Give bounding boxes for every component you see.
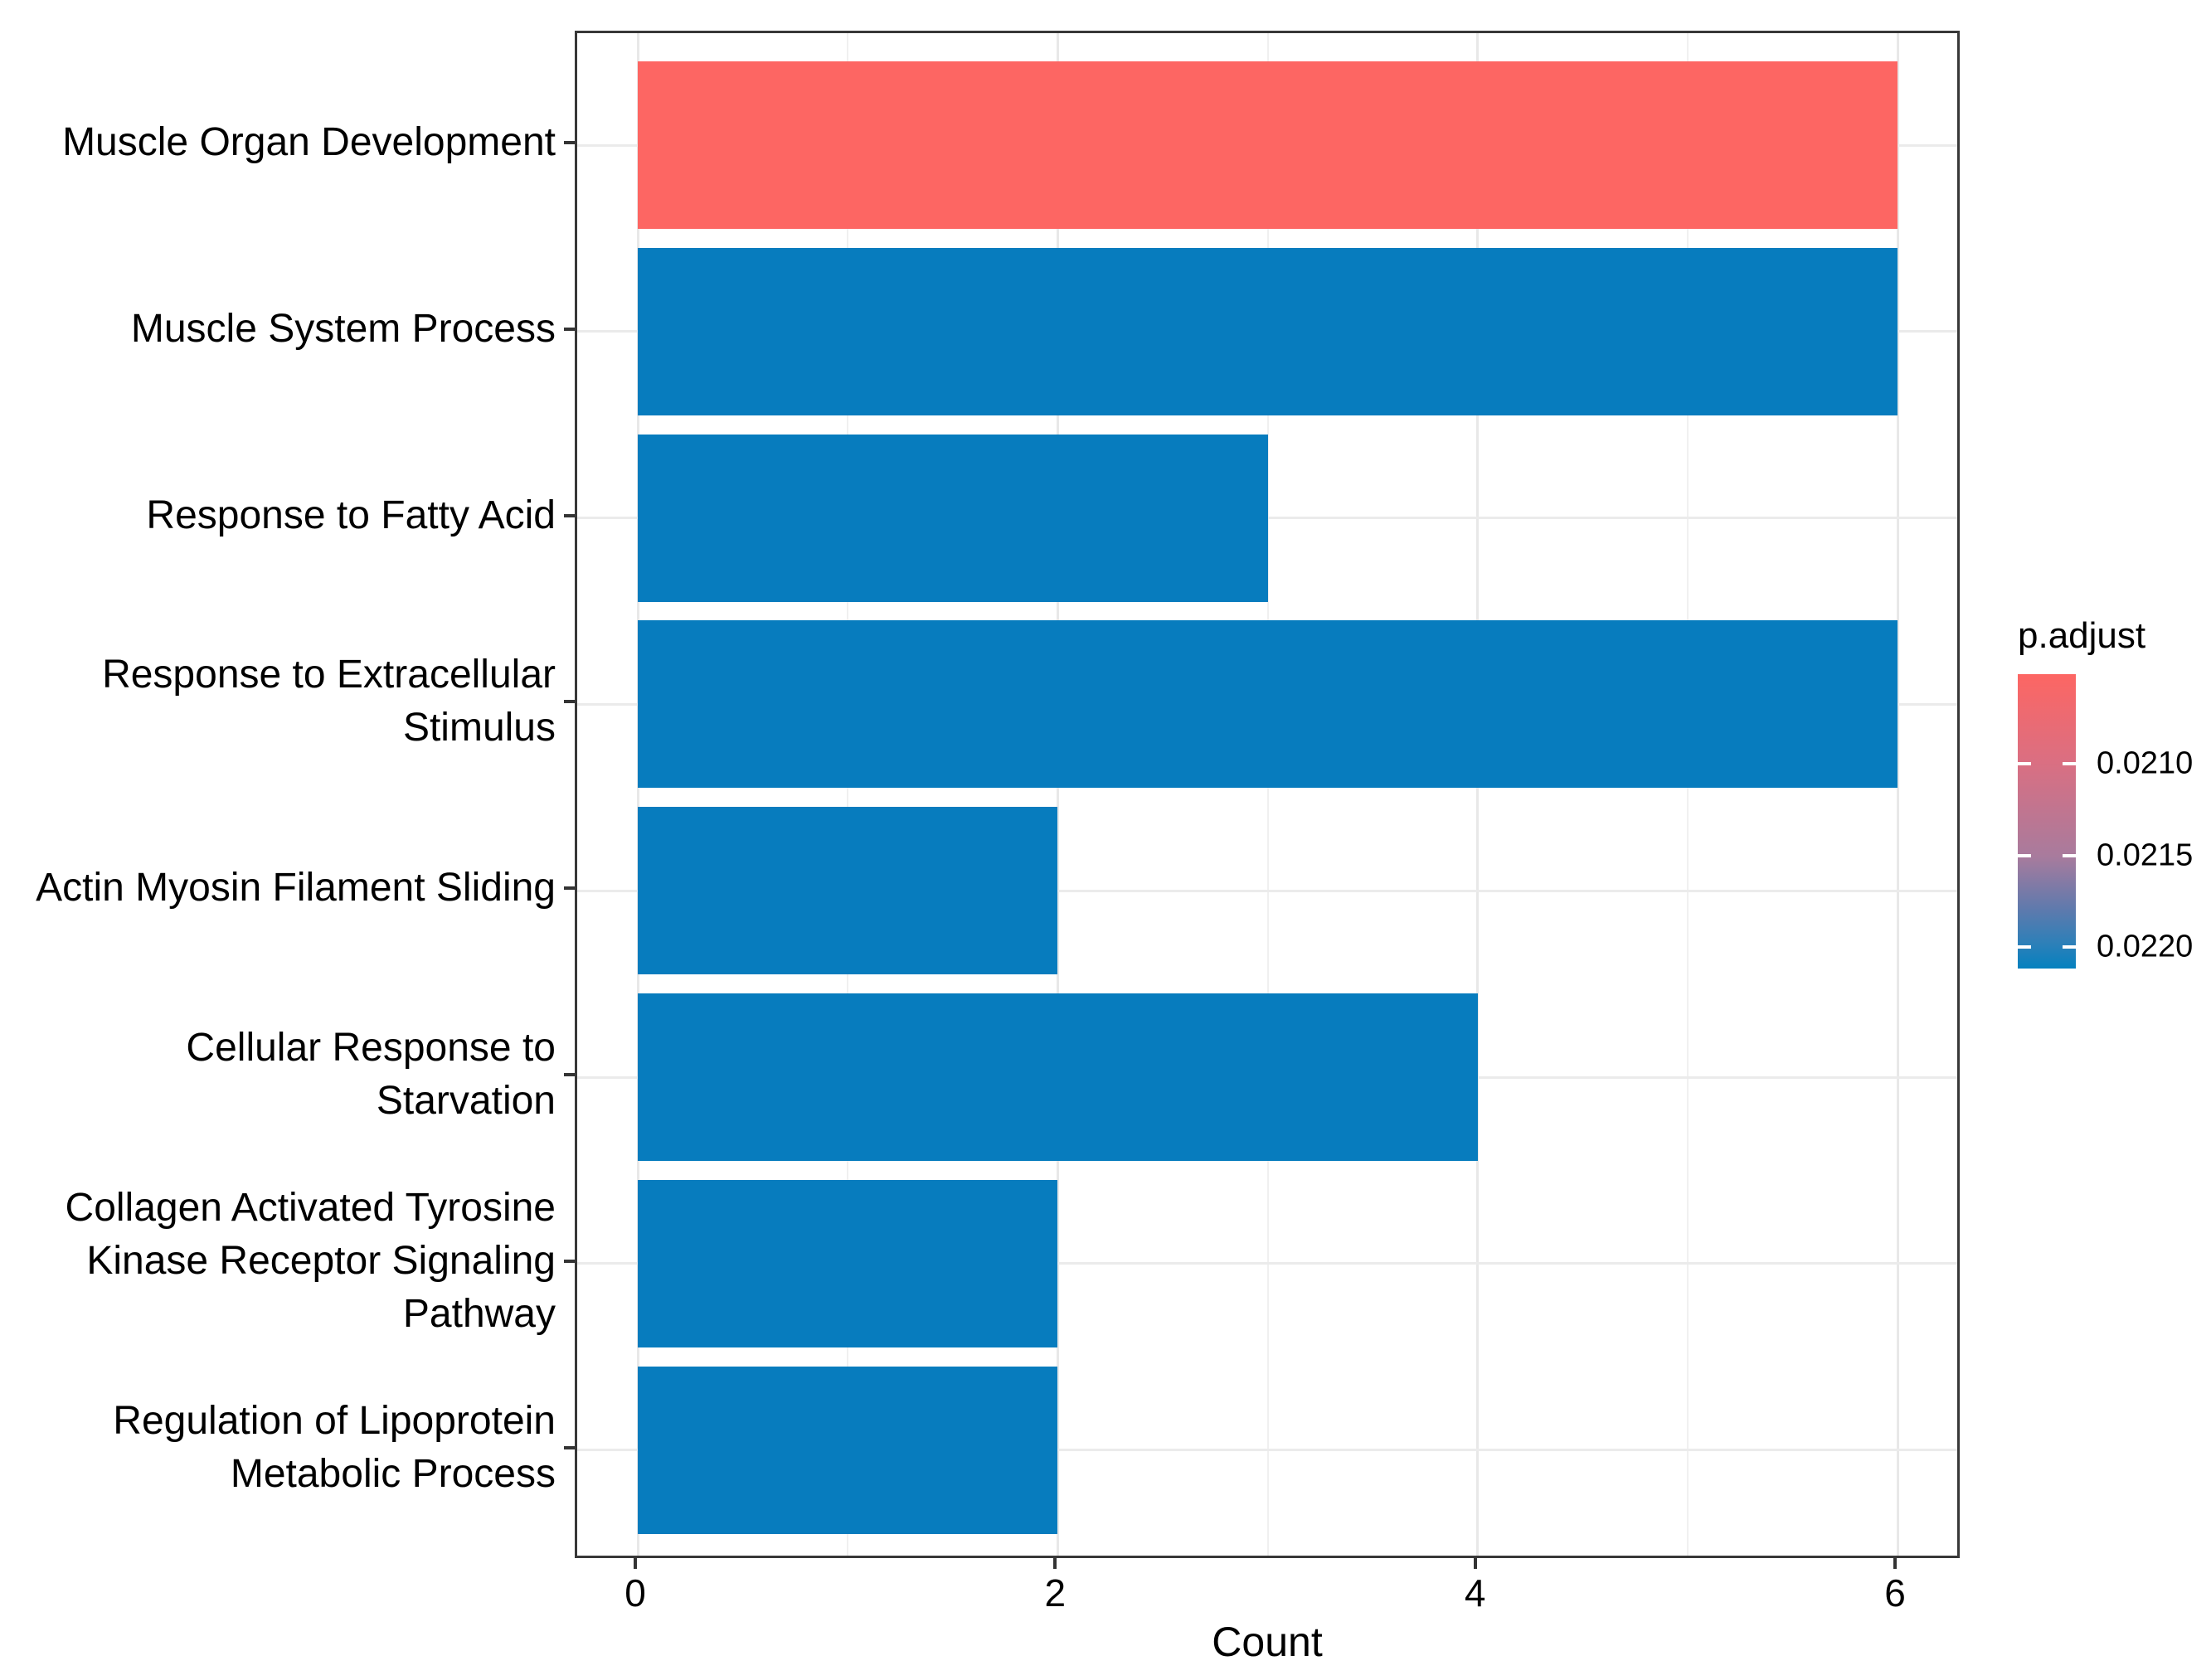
major-gridline-horizontal bbox=[577, 1262, 1957, 1265]
bar bbox=[638, 620, 1898, 789]
minor-gridline-vertical bbox=[1686, 33, 1689, 1556]
legend-tick-label: 0.0210 bbox=[2097, 745, 2194, 781]
minor-gridline-vertical bbox=[1266, 33, 1269, 1556]
x-axis-tick-mark bbox=[634, 1558, 637, 1569]
y-axis-label: Regulation of Lipoprotein Metabolic Proc… bbox=[113, 1398, 556, 1496]
x-axis-tick-mark bbox=[1473, 1558, 1477, 1569]
y-axis-label: Response to Extracellular Stimulus bbox=[102, 653, 556, 750]
y-axis-tick-mark bbox=[564, 327, 575, 331]
y-axis-tick-mark bbox=[564, 141, 575, 144]
legend-tick-mark bbox=[2063, 762, 2076, 765]
y-axis-tick-mark bbox=[564, 513, 575, 517]
major-gridline-vertical bbox=[636, 33, 639, 1556]
bar bbox=[638, 807, 1057, 975]
y-axis-label: Response to Fatty Acid bbox=[146, 493, 556, 537]
major-gridline-horizontal bbox=[577, 889, 1957, 892]
major-gridline-vertical bbox=[1476, 33, 1480, 1556]
y-axis-tick-mark bbox=[564, 1445, 575, 1449]
y-axis-label: Actin Myosin Filament Sliding bbox=[36, 866, 556, 910]
x-axis-tick-mark bbox=[1053, 1558, 1057, 1569]
legend-tick-mark bbox=[2063, 854, 2076, 857]
legend-tick-mark bbox=[2063, 945, 2076, 949]
bar bbox=[638, 1366, 1057, 1534]
legend-colorbar bbox=[2018, 674, 2076, 969]
major-gridline-vertical bbox=[1896, 33, 1899, 1556]
plot-panel bbox=[575, 31, 1960, 1558]
x-axis-tick-mark bbox=[1893, 1558, 1898, 1569]
x-axis-tick-label: 2 bbox=[1044, 1571, 1067, 1614]
bar bbox=[638, 993, 1478, 1161]
x-axis-tick-label: 0 bbox=[624, 1571, 646, 1614]
bar bbox=[638, 1179, 1057, 1347]
legend-tick-label: 0.0215 bbox=[2097, 838, 2194, 873]
minor-gridline-vertical bbox=[847, 33, 849, 1556]
legend-tick-label: 0.0220 bbox=[2097, 929, 2194, 964]
bar bbox=[638, 434, 1268, 602]
y-axis-tick-mark bbox=[564, 1259, 575, 1263]
major-gridline-vertical bbox=[1056, 33, 1059, 1556]
y-axis-tick-mark bbox=[564, 700, 575, 704]
legend-tick-mark bbox=[2018, 762, 2031, 765]
y-axis-tick-mark bbox=[564, 1073, 575, 1076]
x-axis-title: Count bbox=[1212, 1619, 1323, 1665]
bar bbox=[638, 247, 1898, 415]
bar bbox=[638, 61, 1898, 229]
legend-tick-mark bbox=[2018, 945, 2031, 949]
legend-title: p.adjust bbox=[2018, 615, 2146, 656]
y-axis-label: Collagen Activated Tyrosine Kinase Recep… bbox=[65, 1185, 556, 1336]
x-axis-tick-label: 6 bbox=[1884, 1571, 1906, 1614]
y-axis-label: Muscle Organ Development bbox=[62, 120, 556, 164]
x-axis-tick-label: 4 bbox=[1464, 1571, 1486, 1614]
major-gridline-horizontal bbox=[577, 1449, 1957, 1452]
legend-tick-mark bbox=[2018, 854, 2031, 857]
y-axis-label: Muscle System Process bbox=[130, 306, 556, 351]
y-axis-label: Cellular Response to Starvation bbox=[186, 1026, 556, 1123]
y-axis-tick-mark bbox=[564, 886, 575, 891]
